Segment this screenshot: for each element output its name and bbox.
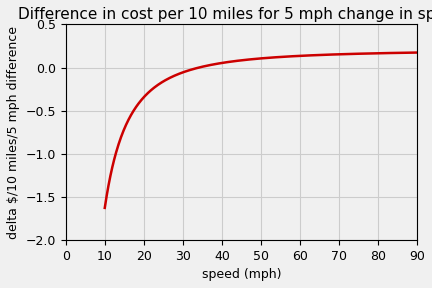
- Y-axis label: delta $/10 miles/5 mph difference: delta $/10 miles/5 mph difference: [7, 26, 20, 239]
- Title: Difference in cost per 10 miles for 5 mph change in speed: Difference in cost per 10 miles for 5 mp…: [18, 7, 432, 22]
- X-axis label: speed (mph): speed (mph): [202, 268, 281, 281]
